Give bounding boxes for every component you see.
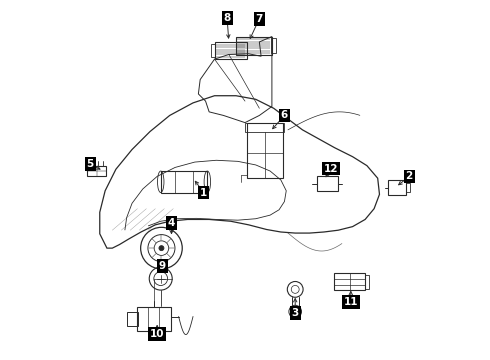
Bar (215, 42, 247, 59)
Bar (236, 37, 272, 55)
Text: 10: 10 (150, 329, 164, 339)
Bar (271, 39, 276, 53)
Bar (317, 176, 338, 191)
Text: 3: 3 (292, 308, 299, 318)
Bar (366, 275, 369, 289)
Text: 12: 12 (324, 163, 338, 174)
Text: 6: 6 (281, 111, 288, 121)
Bar (245, 123, 285, 132)
Text: 11: 11 (343, 297, 358, 307)
Text: 9: 9 (159, 261, 166, 271)
Bar (137, 307, 172, 330)
Text: 5: 5 (86, 159, 94, 169)
Bar (247, 123, 283, 178)
Bar (87, 166, 106, 176)
Text: 4: 4 (168, 218, 175, 228)
Bar (406, 183, 410, 192)
Text: 1: 1 (200, 188, 207, 198)
Bar (161, 171, 207, 193)
Text: 8: 8 (223, 13, 231, 23)
Text: 7: 7 (256, 14, 263, 24)
Bar (126, 312, 138, 326)
Bar (334, 273, 366, 291)
Circle shape (159, 246, 164, 251)
Text: 2: 2 (406, 171, 413, 181)
Bar (389, 180, 406, 195)
Bar (211, 44, 215, 57)
